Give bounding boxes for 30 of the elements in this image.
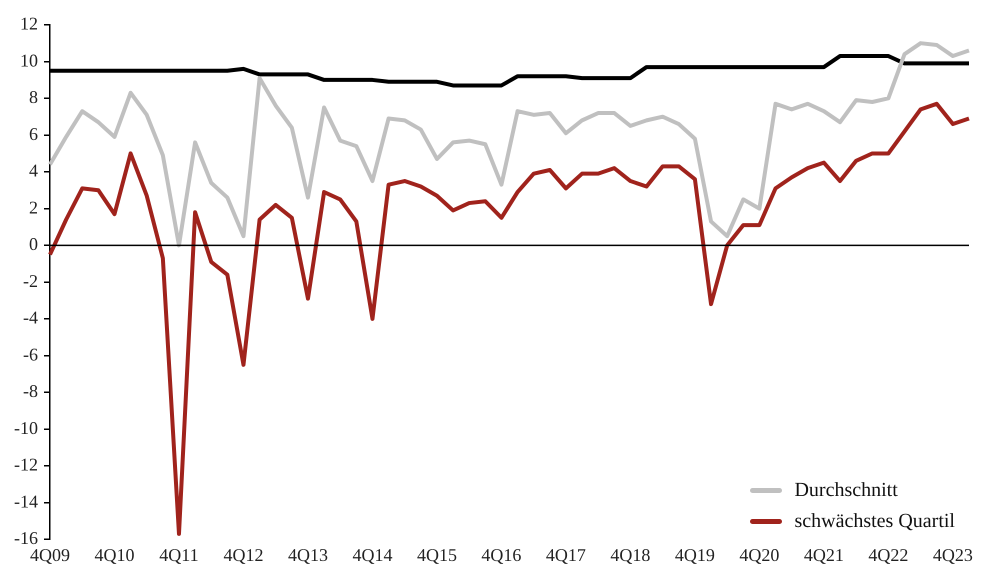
y-tick-label: -6 [22,344,38,364]
x-tick-label: 4Q21 [804,544,844,565]
y-tick-label: 4 [28,160,38,181]
y-tick-label: -14 [14,491,38,512]
x-tick-label: 4Q11 [159,544,199,565]
y-tick-label: -4 [22,308,38,328]
x-tick-label: 4Q14 [352,544,392,565]
y-tick-label: -8 [22,381,38,402]
x-tick-label: 4Q18 [610,544,650,565]
y-tick-label: 0 [28,234,38,254]
x-tick-label: 4Q12 [223,544,264,565]
y-tick-label: 10 [20,50,38,70]
y-tick-label: 6 [28,124,38,144]
x-tick-label: 4Q22 [868,544,908,565]
x-tick-label: 4Q17 [546,544,586,565]
x-tick-label: 4Q16 [481,544,522,565]
y-tick-label: 8 [28,87,38,108]
x-tick-label: 4Q19 [674,544,715,565]
x-tick-label: 4Q10 [94,544,134,565]
x-tick-label: 4Q15 [416,544,457,565]
x-tick-label: 4Q13 [288,544,328,565]
y-tick-label: -2 [22,270,38,291]
y-tick-label: 12 [20,14,38,34]
x-tick-label: 4Q20 [739,544,780,565]
legend-label: schwächstes Quartil [794,510,955,533]
y-tick-label: -12 [14,454,38,475]
x-tick-label: 4Q23 [932,544,973,565]
y-tick-label: 2 [28,197,38,218]
legend-label: Durchschnitt [794,479,898,502]
y-tick-label: -10 [14,418,38,438]
